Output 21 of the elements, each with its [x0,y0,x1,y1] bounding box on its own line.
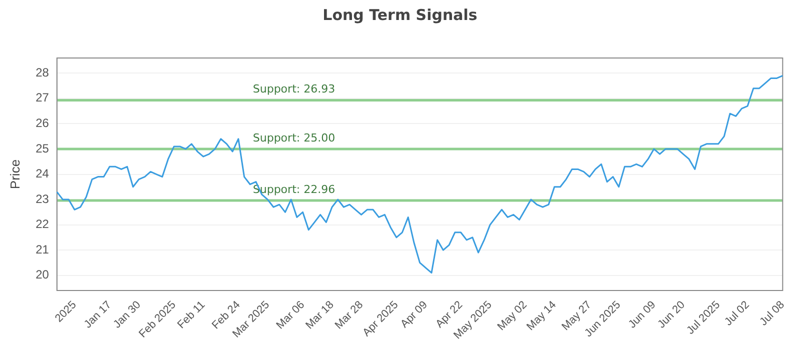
y-tick-label: 21 [36,242,50,256]
y-tick-label: 25 [36,141,50,156]
ref-line-label: Support: 26.93 [252,82,336,96]
y-tick-label: 22 [36,217,50,232]
x-tick-label: Apr 09 [398,298,430,330]
y-tick-label: 28 [36,65,50,80]
x-tick-label: Jul 02 [722,298,752,328]
x-tick-label: Jun 20 [656,298,688,331]
y-tick-label: 24 [36,166,50,181]
y-tick-label: 27 [36,90,50,105]
y-axis-title: Price [7,159,22,190]
y-tick-label: 26 [36,116,50,130]
x-tick-label: Jan 17 [82,298,114,331]
chart-title: Long Term Signals [322,6,478,26]
y-tick-label: 23 [36,192,50,206]
y-tick-label: 20 [36,268,50,282]
x-tick-label: Jan 30 [111,298,144,331]
x-tick-label: Feb 11 [175,298,208,332]
x-tick-label: Jun 09 [626,298,658,331]
x-tick-label: Jul 08 [758,298,787,328]
ref-line-label: Support: 25.00 [252,131,336,144]
